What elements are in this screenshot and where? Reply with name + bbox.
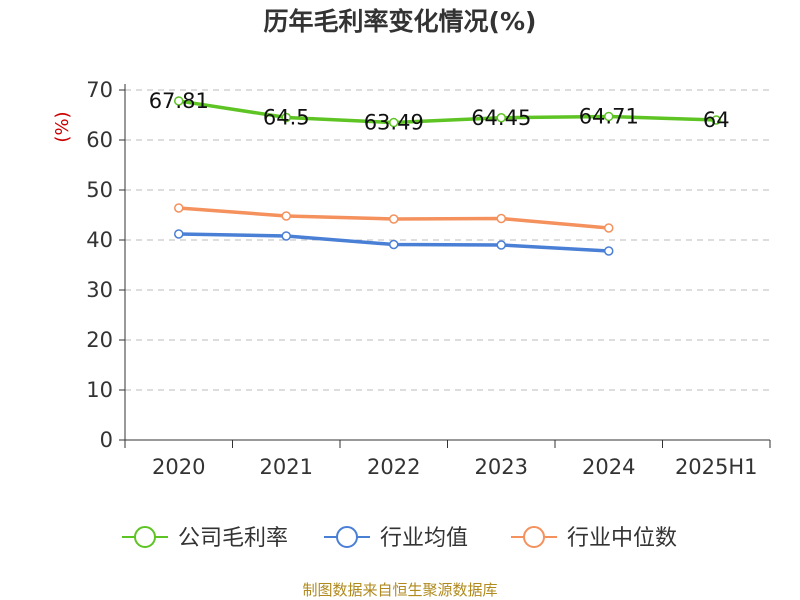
series-points	[174, 96, 721, 256]
data-label: 67.81	[149, 89, 209, 113]
legend-label-0: 公司毛利率	[178, 526, 288, 551]
data-point-1-0	[174, 229, 184, 239]
data-point-2-1	[281, 211, 291, 221]
legend-marker-1	[336, 526, 358, 548]
y-tick-label: 50	[86, 178, 113, 202]
y-tick-label: 0	[100, 428, 113, 452]
data-point-0-5	[711, 115, 721, 125]
data-point-0-0	[174, 96, 184, 106]
legend-label-1: 行业均值	[380, 526, 468, 551]
data-label: 64	[703, 108, 730, 132]
x-tick-label: 2022	[367, 455, 420, 479]
x-tick-label: 2024	[582, 455, 635, 479]
y-tick-label: 60	[86, 128, 113, 152]
legend: 公司毛利率 行业均值 行业中位数	[122, 526, 677, 551]
data-labels: 67.81 64.5 63.49 64.45 64.71 64	[149, 89, 730, 135]
data-point-1-2	[389, 239, 399, 250]
y-tick-label: 20	[86, 328, 113, 352]
data-point-0-4	[604, 111, 614, 122]
data-point-1-3	[496, 240, 506, 250]
legend-label-2: 行业中位数	[567, 526, 677, 551]
x-tick-label: 2021	[260, 455, 313, 479]
axes: 0 10 20 30 40 50 60 70 2020 2021 2022 2023 2024 2025H…	[86, 78, 771, 479]
data-point-1-1	[281, 231, 291, 241]
data-label: 63.49	[364, 111, 424, 135]
y-axis-label: (%)	[52, 111, 73, 142]
source-note: 制图数据来自恒生聚源数据库	[302, 581, 497, 599]
data-point-2-2	[389, 214, 399, 224]
chart-title: 历年毛利率变化情况(%)	[264, 7, 537, 36]
data-point-2-0	[174, 203, 184, 213]
y-tick-label: 10	[86, 378, 113, 402]
data-point-2-3	[496, 213, 506, 224]
y-tick-label: 70	[86, 78, 113, 102]
data-label: 64.45	[471, 106, 531, 130]
x-tick-label: 2020	[152, 455, 205, 479]
data-point-0-3	[496, 113, 506, 123]
x-tick-label: 2025H1	[675, 455, 758, 479]
data-label: 64.71	[579, 104, 639, 128]
data-point-2-4	[604, 223, 614, 233]
legend-marker-0	[134, 526, 156, 548]
y-tick-label: 40	[86, 228, 113, 252]
x-tick-label: 2023	[475, 455, 528, 479]
grid-lines	[125, 89, 770, 391]
legend-marker-2	[523, 526, 545, 548]
data-point-1-4	[604, 246, 614, 256]
series-line-0	[178, 99, 717, 125]
data-point-0-2	[389, 117, 399, 128]
y-tick-label: 30	[86, 278, 113, 302]
data-point-0-1	[281, 112, 291, 123]
data-label: 64.5	[263, 106, 310, 130]
